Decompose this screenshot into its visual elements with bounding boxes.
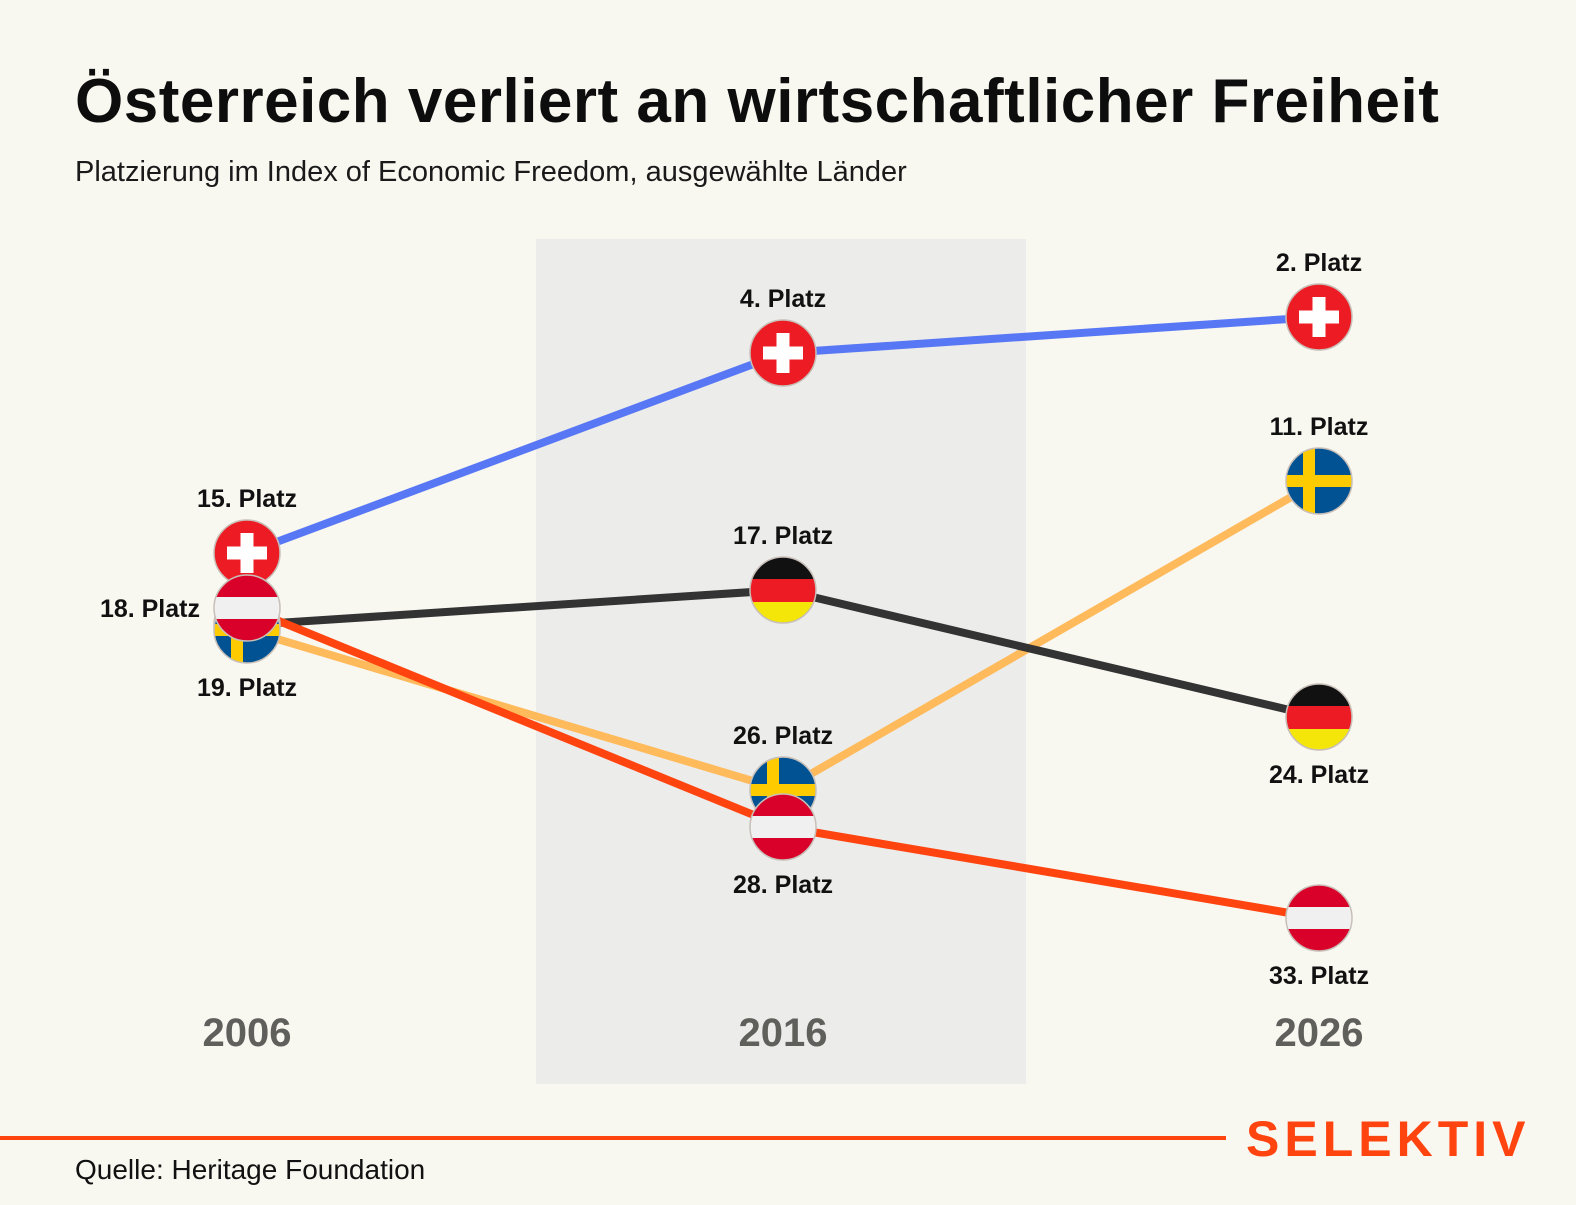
switzerland-flag-icon [749, 319, 817, 387]
germany-flag-icon [749, 556, 817, 624]
austria-flag-icon [749, 793, 817, 861]
austria-marker-2016 [749, 793, 817, 861]
switzerland-marker-2026 [1285, 283, 1353, 351]
germany-marker-2026 [1285, 683, 1353, 751]
year-label-2006: 2006 [203, 1011, 292, 1055]
austria-flag-icon [1285, 884, 1353, 952]
germany-flag-icon [1285, 683, 1353, 751]
rank-label: 4. Platz [740, 285, 826, 313]
rank-label: 17. Platz [733, 522, 833, 550]
rank-label: 28. Platz [733, 871, 833, 899]
austria-marker-2026 [1285, 884, 1353, 952]
rank-label: 26. Platz [733, 722, 833, 750]
rank-label: 18. Platz [100, 595, 200, 623]
switzerland-marker-2016 [749, 319, 817, 387]
chart-title: Österreich verliert an wirtschaftlicher … [75, 67, 1440, 136]
sweden-flag-icon [1285, 447, 1353, 515]
rank-label: 33. Platz [1269, 962, 1369, 990]
rank-label: 2. Platz [1276, 249, 1362, 277]
rank-label: 11. Platz [1270, 413, 1369, 441]
source-note: Quelle: Heritage Foundation [75, 1154, 426, 1185]
year-label-2016: 2016 [739, 1011, 828, 1055]
chart-subtitle: Platzierung im Index of Economic Freedom… [75, 156, 907, 188]
brand-logo: SELEKTIV [1246, 1111, 1531, 1167]
rank-label: 15. Platz [197, 485, 297, 513]
rank-label: 24. Platz [1269, 761, 1369, 789]
germany-marker-2016 [749, 556, 817, 624]
footer-divider [0, 1136, 1226, 1140]
rank-label: 19. Platz [197, 674, 297, 702]
year-label-2026: 2026 [1275, 1011, 1364, 1055]
austria-flag-icon [213, 574, 281, 642]
switzerland-flag-icon [1285, 283, 1353, 351]
austria-marker-2006 [213, 574, 281, 642]
sweden-marker-2026 [1285, 447, 1353, 515]
